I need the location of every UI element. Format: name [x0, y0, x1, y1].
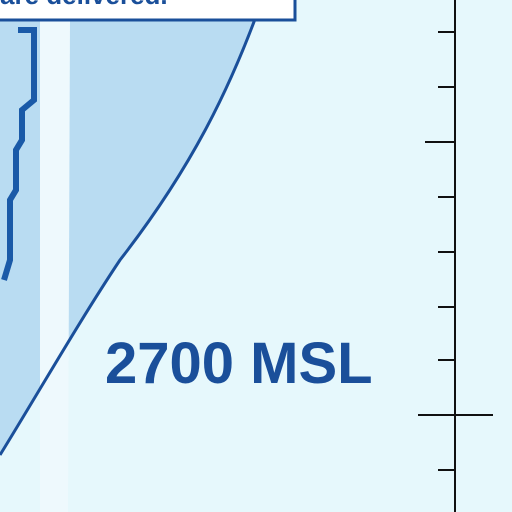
- note-box: [0, 0, 297, 22]
- note-text: are delivered.: [0, 0, 168, 10]
- shoreline: [1, 27, 37, 281]
- altitude-label: 2700 MSL: [105, 331, 373, 396]
- scale-bar: [418, 0, 493, 512]
- light-band: [40, 20, 70, 512]
- airspace-boundary: [0, 0, 264, 456]
